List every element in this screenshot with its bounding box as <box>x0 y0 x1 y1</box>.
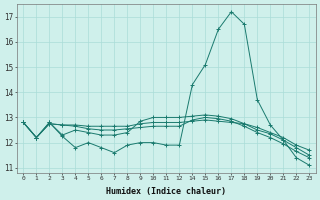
X-axis label: Humidex (Indice chaleur): Humidex (Indice chaleur) <box>106 187 226 196</box>
